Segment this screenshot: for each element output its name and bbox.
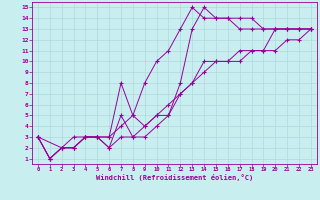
X-axis label: Windchill (Refroidissement éolien,°C): Windchill (Refroidissement éolien,°C) (96, 174, 253, 181)
